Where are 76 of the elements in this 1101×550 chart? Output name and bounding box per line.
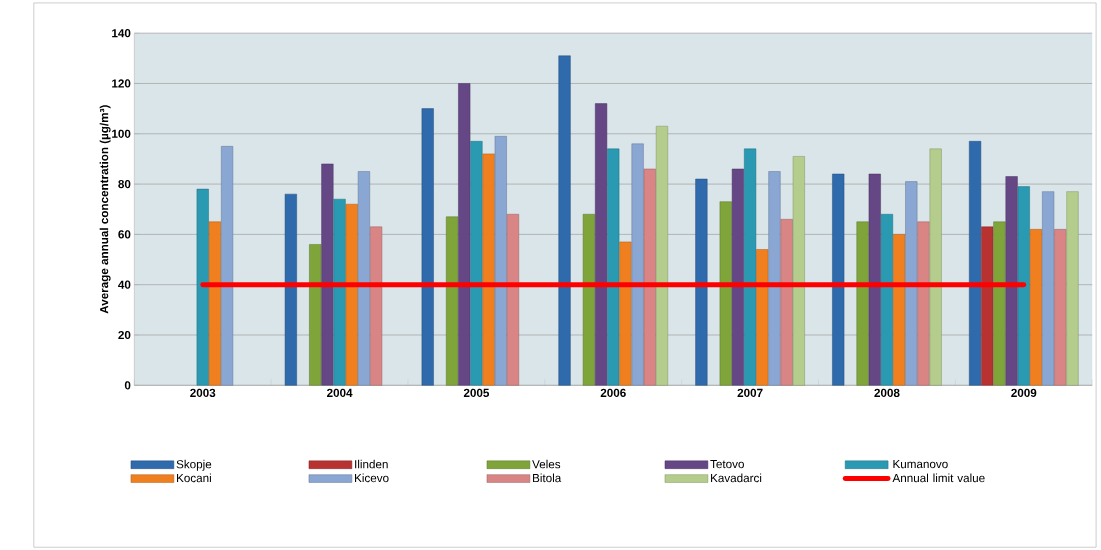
bar [731, 168, 744, 386]
bar [756, 249, 769, 386]
bar [208, 221, 221, 386]
bar [333, 198, 346, 386]
bar [917, 221, 930, 386]
bar [595, 103, 608, 386]
legend-label: Kavadarci [711, 473, 762, 483]
x-tick-label: 2006 [600, 388, 626, 397]
bar [744, 148, 757, 386]
y-tick-label: 20 [118, 330, 131, 340]
x-tick-label: 2009 [1011, 388, 1037, 397]
bar [284, 193, 297, 386]
legend-label: Kumanovo [893, 459, 948, 469]
bar [470, 140, 483, 386]
bar [993, 221, 1006, 386]
legend-label: Kocani [177, 473, 211, 483]
legend-label: Kicevo [355, 473, 389, 483]
legend-label: Skopje [176, 459, 212, 471]
bar [582, 213, 595, 386]
bar [695, 178, 708, 386]
bar [309, 244, 322, 386]
bar [1066, 191, 1079, 386]
bar [494, 135, 507, 386]
y-tick-label: 0 [124, 381, 131, 390]
bar [1005, 176, 1018, 386]
x-tick-label: 2008 [874, 388, 900, 397]
x-tick-label: 2007 [737, 388, 763, 397]
y-tick-label: 120 [112, 79, 131, 88]
bar [905, 181, 918, 386]
bar [221, 146, 234, 386]
y-tick-label: 40 [118, 280, 131, 289]
bar [558, 55, 571, 386]
bar [856, 221, 869, 386]
bar [929, 148, 942, 386]
bar [768, 171, 781, 386]
bar [780, 218, 793, 386]
bar [421, 108, 434, 386]
legend-label: Ilinden [355, 459, 388, 469]
legend-label: Annual limit value [892, 473, 985, 483]
bar [196, 188, 209, 386]
bar [719, 201, 732, 386]
bar [1054, 229, 1067, 386]
bar [1042, 191, 1055, 386]
legend-label: Veles [532, 459, 561, 469]
legend-label: Tetovo [710, 459, 744, 469]
bar [357, 171, 370, 386]
x-tick-label: 2004 [327, 388, 353, 397]
y-tick-label: 80 [118, 179, 131, 189]
bar [345, 203, 358, 386]
bar [607, 148, 620, 386]
legend-label: Bitola [533, 473, 562, 483]
bar [1029, 229, 1043, 386]
bar [792, 156, 805, 386]
bar [619, 241, 632, 386]
bar [1017, 186, 1030, 386]
y-axis-title: Average annual concentration (µg/m³) [99, 105, 111, 314]
y-tick-label: 60 [118, 230, 131, 239]
bar [643, 168, 656, 386]
bar [969, 140, 982, 386]
bar [832, 173, 845, 386]
bar [446, 216, 459, 386]
bar [321, 163, 334, 386]
bar [880, 213, 894, 386]
bar [893, 234, 906, 386]
bar [631, 143, 644, 386]
bar [482, 153, 495, 386]
x-tick-label: 2003 [190, 388, 216, 397]
bar [655, 125, 669, 386]
bar [506, 213, 520, 386]
bar [370, 226, 383, 386]
x-tick-label: 2005 [463, 388, 490, 397]
y-tick-label: 100 [112, 129, 131, 138]
y-tick-label: 140 [112, 28, 131, 38]
bar [868, 173, 881, 386]
bar [458, 83, 471, 386]
bar [981, 226, 994, 386]
